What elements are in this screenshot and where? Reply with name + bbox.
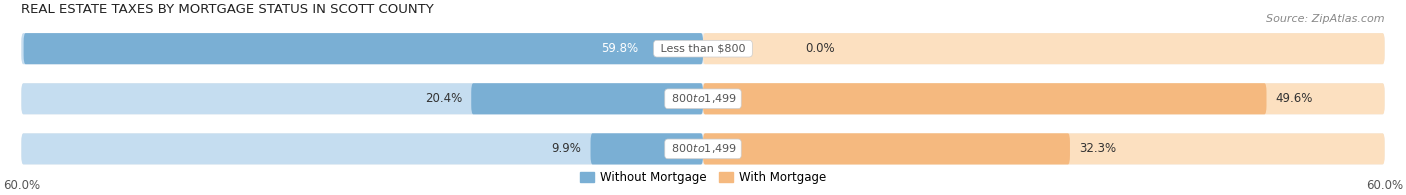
FancyBboxPatch shape [703, 83, 1267, 114]
FancyBboxPatch shape [703, 83, 1385, 114]
Text: 20.4%: 20.4% [425, 92, 463, 105]
Legend: Without Mortgage, With Mortgage: Without Mortgage, With Mortgage [575, 167, 831, 189]
FancyBboxPatch shape [591, 133, 703, 164]
Text: 59.8%: 59.8% [602, 42, 638, 55]
FancyBboxPatch shape [21, 33, 703, 64]
FancyBboxPatch shape [703, 133, 1070, 164]
Text: Less than $800: Less than $800 [657, 44, 749, 54]
FancyBboxPatch shape [703, 133, 1385, 164]
FancyBboxPatch shape [21, 83, 1385, 114]
FancyBboxPatch shape [24, 33, 703, 64]
Text: 32.3%: 32.3% [1078, 142, 1116, 155]
Text: 9.9%: 9.9% [551, 142, 582, 155]
FancyBboxPatch shape [471, 83, 703, 114]
Text: Source: ZipAtlas.com: Source: ZipAtlas.com [1267, 14, 1385, 24]
FancyBboxPatch shape [21, 133, 703, 164]
FancyBboxPatch shape [21, 133, 1385, 164]
FancyBboxPatch shape [21, 83, 703, 114]
Text: $800 to $1,499: $800 to $1,499 [668, 92, 738, 105]
Text: REAL ESTATE TAXES BY MORTGAGE STATUS IN SCOTT COUNTY: REAL ESTATE TAXES BY MORTGAGE STATUS IN … [21, 3, 434, 16]
FancyBboxPatch shape [703, 33, 1385, 64]
Text: 49.6%: 49.6% [1275, 92, 1313, 105]
Text: $800 to $1,499: $800 to $1,499 [668, 142, 738, 155]
FancyBboxPatch shape [21, 33, 1385, 64]
Text: 0.0%: 0.0% [806, 42, 835, 55]
